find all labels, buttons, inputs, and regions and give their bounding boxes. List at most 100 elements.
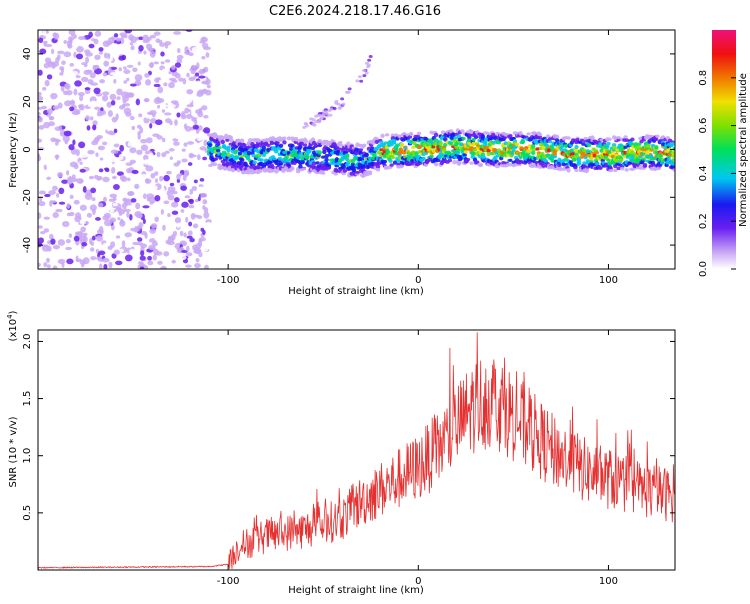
spectrogram-signal-cell	[541, 145, 546, 151]
spectrogram-noise-cell	[69, 194, 74, 200]
spectrogram-noise-cell	[183, 232, 187, 238]
spectrogram-signal-cell	[317, 144, 323, 148]
spectrogram-noise-cell	[123, 103, 131, 107]
spectrogram-noise-cell	[185, 114, 193, 119]
spectrogram-signal-cell	[452, 159, 457, 165]
spectrogram-signal-cell	[576, 161, 581, 166]
spectrogram-noise-cell	[102, 141, 108, 146]
spectrogram-noise-cell	[140, 231, 147, 236]
spectrogram-signal-cell	[561, 162, 567, 167]
spectrogram-noise-cell	[176, 58, 183, 64]
spectrogram-noise-cell	[50, 88, 58, 93]
spectrogram-noise-cell	[39, 196, 43, 202]
spectrogram-noise-cell	[57, 171, 63, 178]
spectrogram-signal-cell	[599, 138, 604, 142]
spectrogram-noise-cell	[130, 227, 138, 232]
spectrogram-noise-cell	[38, 95, 44, 101]
spectrogram-noise-cell	[46, 108, 53, 115]
spectrogram-noise-cell	[74, 41, 78, 49]
spectrogram-noise-cell	[192, 124, 199, 130]
spectrogram-noise-cell	[98, 168, 104, 173]
spectrogram-signal-cell	[557, 163, 562, 168]
spectrogram-noise-cell	[178, 77, 184, 82]
spectrogram-noise-cell	[206, 84, 211, 89]
spectrogram-noise-cell	[48, 210, 53, 215]
spectrogram-noise-cell	[57, 258, 66, 265]
snr-y-scale: (x104)	[6, 310, 19, 341]
spectrogram-noise-cell	[203, 211, 210, 219]
spectrogram-noise-cell	[145, 106, 153, 112]
spectrogram-noise-cell	[180, 185, 188, 191]
spectrogram-noise-cell	[94, 68, 103, 75]
spectrogram-noise-cell	[139, 126, 144, 134]
spectrogram-noise-cell	[202, 156, 208, 161]
spectrogram-noise-cell	[87, 150, 95, 155]
spectrogram-noise-cell	[174, 73, 181, 79]
spectrogram-signal-cell	[572, 158, 577, 162]
spectrogram-noise-cell	[164, 112, 172, 116]
spectrogram-signal-cell	[540, 151, 545, 155]
spectrogram-noise-cell	[198, 75, 206, 79]
spectrogram-noise-cell	[179, 140, 185, 146]
spectrogram-signal-cell	[208, 140, 213, 144]
spectrogram-noise-cell	[95, 235, 103, 242]
spectrogram-noise-cell	[39, 230, 46, 235]
spectrogram-noise-cell	[99, 157, 104, 161]
spectrogram-y-tick-label: -20	[22, 189, 33, 205]
spectrogram-noise-cell	[95, 248, 99, 254]
spectrogram-signal-cell	[248, 138, 253, 143]
spectrogram-signal-cell	[486, 148, 491, 153]
spectrogram-y-tick-label: 0	[22, 146, 33, 152]
spectrogram-track-cell	[334, 101, 339, 105]
spectrogram-signal-cell	[384, 133, 390, 137]
spectrogram-signal-cell	[234, 149, 239, 153]
spectrogram-noise-cell	[82, 257, 90, 265]
spectrogram-signal-cell	[469, 129, 474, 135]
spectrogram-signal-cell	[209, 155, 214, 159]
spectrogram-noise-cell	[112, 175, 117, 180]
spectrogram-noise-cell	[66, 41, 72, 48]
spectrogram-noise-cell	[85, 69, 93, 73]
spectrogram-noise-cell	[161, 266, 166, 269]
spectrogram-y-ticks: -40 -20 0 20 40	[22, 48, 675, 253]
spectrogram-track-cell	[332, 106, 337, 110]
spectrogram-noise-cell	[180, 255, 187, 260]
spectrogram-noise-cell	[186, 141, 195, 145]
spectrogram-noise-cell	[79, 94, 84, 102]
spectrogram-noise-cell	[171, 210, 179, 215]
spectrogram-noise-cell	[184, 195, 191, 199]
spectrogram-signal-cell	[237, 151, 243, 156]
spectrogram-signal-cell	[616, 166, 621, 171]
spectrogram-signal-cell	[213, 134, 219, 139]
spectrogram-noise-cell	[186, 89, 194, 95]
spectrogram-signal-cell	[564, 144, 569, 148]
spectrogram-noise-cell	[97, 202, 104, 208]
spectrogram-noise-cell	[90, 116, 94, 121]
spectrogram-noise-cell	[117, 191, 122, 199]
spectrogram-signal-cell	[411, 145, 416, 150]
spectrogram-noise-cell	[115, 113, 119, 120]
spectrogram-signal-cell	[298, 164, 303, 169]
spectrogram-noise-cell	[79, 161, 83, 165]
spectrogram-noise-cell	[184, 107, 190, 114]
spectrogram-noise-cell	[113, 78, 117, 84]
spectrogram-signal-cell	[485, 145, 490, 150]
spectrogram-noise-cell	[99, 109, 106, 116]
spectrogram-signal-cell	[436, 158, 441, 163]
spectrogram-noise-cell	[69, 106, 75, 112]
spectrogram-signal-cell	[257, 153, 262, 157]
spectrogram-noise-cell	[187, 230, 193, 236]
spectrogram-noise-cell	[65, 90, 73, 96]
spectrogram-noise-cell	[171, 65, 176, 70]
spectrogram-signal-cell	[496, 148, 502, 152]
spectrogram-signal-cell	[395, 143, 400, 148]
spectrogram-noise-cell	[186, 188, 190, 196]
spectrogram-signal-cell	[581, 142, 586, 146]
spectrogram-noise-cell	[129, 214, 133, 221]
spectrogram-noise-cell	[44, 79, 50, 87]
spectrogram-signal-cell	[286, 163, 292, 167]
spectrogram-track-cell	[366, 63, 371, 67]
spectrogram-signal-cell	[607, 137, 612, 141]
spectrogram-signal-cell	[240, 158, 245, 162]
spectrogram-noise-cell	[137, 237, 143, 242]
